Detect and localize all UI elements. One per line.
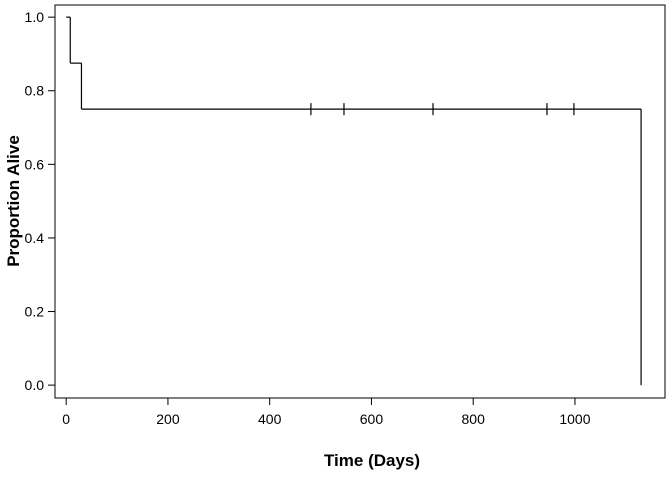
y-tick-label: 0.8 bbox=[25, 83, 45, 99]
x-tick-label: 600 bbox=[360, 411, 384, 427]
x-tick-label: 0 bbox=[62, 411, 70, 427]
y-tick-label: 1.0 bbox=[25, 9, 45, 25]
x-tick-label: 1000 bbox=[559, 411, 590, 427]
plot-frame bbox=[54, 4, 666, 399]
y-tick-label: 0.4 bbox=[25, 230, 45, 246]
y-tick-label: 0.0 bbox=[25, 377, 45, 393]
y-axis-title: Proportion Alive bbox=[4, 135, 23, 267]
x-tick-label: 800 bbox=[462, 411, 486, 427]
y-tick-label: 0.2 bbox=[25, 304, 45, 320]
x-tick-label: 400 bbox=[258, 411, 282, 427]
x-tick-label: 200 bbox=[156, 411, 180, 427]
x-axis-title: Time (Days) bbox=[324, 451, 420, 470]
y-tick-label: 0.6 bbox=[25, 156, 45, 172]
